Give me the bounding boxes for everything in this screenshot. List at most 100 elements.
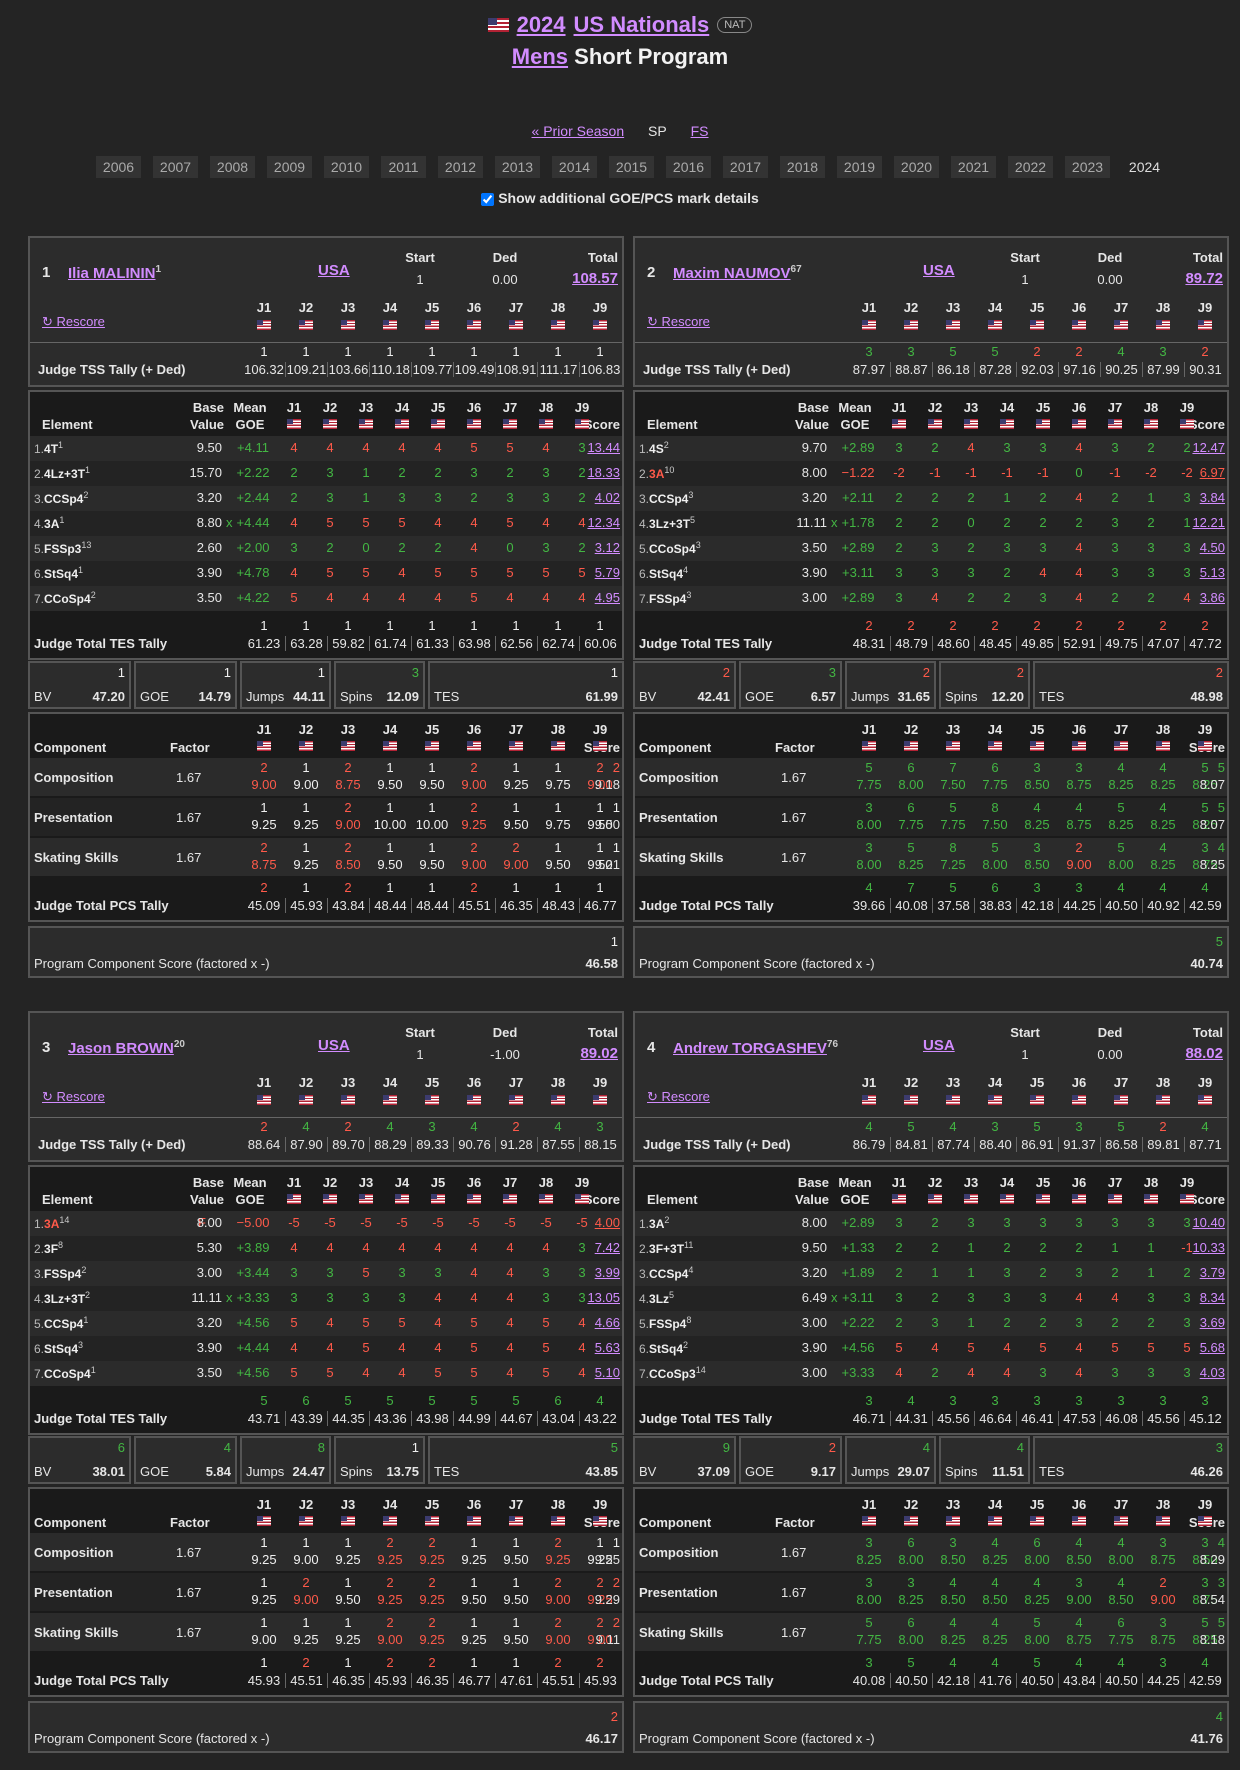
year-tab-2011[interactable]: 2011 <box>381 156 426 178</box>
element-mean-goe: +1.89 <box>841 1265 875 1280</box>
element-score-link[interactable]: 10.33 <box>1192 1240 1225 1255</box>
year-tab-2022[interactable]: 2022 <box>1008 156 1053 178</box>
element-score-link[interactable]: 3.12 <box>594 540 620 555</box>
element-score-link[interactable]: 6.97 <box>1199 465 1225 480</box>
element-score-link[interactable]: 3.69 <box>1199 1315 1225 1330</box>
element-score-link[interactable]: 3.86 <box>1199 590 1225 605</box>
judge-pcs-rank: 1 <box>344 1615 352 1630</box>
element-name: 6.StSq44 <box>639 565 688 581</box>
prior-season-link[interactable]: « Prior Season <box>531 123 625 139</box>
details-toggle: Show additional GOE/PCS mark details <box>0 190 1240 206</box>
element-score-link[interactable]: 5.68 <box>1199 1340 1225 1355</box>
element-score-link[interactable]: 5.79 <box>594 565 620 580</box>
element-score-link[interactable]: 4.95 <box>594 590 620 605</box>
pcs-tally-value: 45.51 <box>453 898 495 913</box>
element-score-link[interactable]: 5.63 <box>594 1340 620 1355</box>
rescore-link[interactable]: ↻ Rescore <box>647 314 710 329</box>
element-score-link[interactable]: 3.99 <box>594 1265 620 1280</box>
year-tab-2010[interactable]: 2010 <box>324 156 369 178</box>
element-name: 2.4Lz+3T1 <box>34 465 90 481</box>
element-score-link[interactable]: 13.44 <box>587 440 620 455</box>
year-tab-2016[interactable]: 2016 <box>666 156 711 178</box>
year-tab-2014[interactable]: 2014 <box>552 156 597 178</box>
goe-box-value: 14.79 <box>198 689 231 704</box>
element-score: 4.95 <box>570 590 620 605</box>
element-score-link[interactable]: 4.03 <box>1199 1365 1225 1380</box>
element-score-link[interactable]: 4.02 <box>594 490 620 505</box>
element-score-link[interactable]: 8.34 <box>1199 1290 1225 1305</box>
pcs-tally-value: 41.76 <box>974 1673 1016 1688</box>
rescore-link[interactable]: ↻ Rescore <box>42 314 105 329</box>
skater-name-link[interactable]: Maxim NAUMOV <box>673 265 791 282</box>
total-score-link[interactable]: 88.02 <box>1185 1045 1223 1062</box>
nation-link[interactable]: USA <box>318 1037 350 1054</box>
event-link[interactable]: US Nationals <box>573 12 710 37</box>
element-score-link[interactable]: 3.84 <box>1199 490 1225 505</box>
total-value: 89.02 <box>530 1045 618 1062</box>
skater-name-link[interactable]: Ilia MALININ <box>68 265 156 282</box>
skater-name-link[interactable]: Andrew TORGASHEV <box>673 1040 827 1057</box>
element-score-link[interactable]: 4.00 <box>594 1215 620 1230</box>
judge-goe: 3 <box>895 1215 903 1230</box>
element-score-link[interactable]: 12.47 <box>1192 440 1225 455</box>
element-row: 5.CCoSp43 3.50 +2.89 2 3 2 3 3 4 3 3 3 4.50 <box>635 536 1227 561</box>
element-rank: 2 <box>81 1265 87 1275</box>
year-tab-2023[interactable]: 2023 <box>1065 156 1110 178</box>
judge-pcs-rank: 1 <box>512 1535 520 1550</box>
year-tab-2006[interactable]: 2006 <box>96 156 141 178</box>
year-tab-2013[interactable]: 2013 <box>495 156 540 178</box>
rescore-link[interactable]: ↻ Rescore <box>42 1089 105 1104</box>
element-score-link[interactable]: 10.40 <box>1192 1215 1225 1230</box>
tes-tally-rank: 6 <box>554 1393 562 1408</box>
year-tab-2008[interactable]: 2008 <box>210 156 255 178</box>
year-tab-2018[interactable]: 2018 <box>780 156 825 178</box>
year-tab-2024[interactable]: 2024 <box>1128 159 1161 175</box>
element-rank: 3 <box>695 540 701 550</box>
details-checkbox[interactable] <box>481 192 495 206</box>
element-score-link[interactable]: 13.05 <box>587 1290 620 1305</box>
nation-link[interactable]: USA <box>923 1037 955 1054</box>
judge-pcs-rank: 1 <box>596 840 604 855</box>
skater-name-link[interactable]: Jason BROWN <box>68 1040 174 1057</box>
element-score-link[interactable]: 4.50 <box>1199 540 1225 555</box>
total-score-link[interactable]: 89.02 <box>580 1045 618 1062</box>
element-score-link[interactable]: 4.66 <box>594 1315 620 1330</box>
year-tab-2007[interactable]: 2007 <box>153 156 198 178</box>
judge-goe: 2 <box>1039 515 1047 530</box>
judge-label: J7 <box>1107 400 1123 415</box>
season-link[interactable]: 2024 <box>516 12 566 37</box>
element-score-link[interactable]: 18.33 <box>587 465 620 480</box>
category-link[interactable]: Mens <box>511 44 569 69</box>
year-tab-2009[interactable]: 2009 <box>267 156 312 178</box>
judge-goe: 3 <box>1183 1215 1191 1230</box>
year-tab-2017[interactable]: 2017 <box>723 156 768 178</box>
judge-pcs-rank: 5 <box>1201 1615 1209 1630</box>
element-score-link[interactable]: 7.42 <box>594 1240 620 1255</box>
pcs-tally-rank: 4 <box>1117 880 1125 895</box>
element-score-link[interactable]: 12.34 <box>587 515 620 530</box>
element-base-value: 8.00 <box>801 465 827 480</box>
year-tab-2015[interactable]: 2015 <box>609 156 654 178</box>
element-score-link[interactable]: 5.10 <box>594 1365 620 1380</box>
tes-tally-rank: 2 <box>949 618 957 633</box>
total-score-link[interactable]: 89.72 <box>1185 270 1223 287</box>
year-tab-2019[interactable]: 2019 <box>837 156 882 178</box>
element-score-link[interactable]: 12.21 <box>1192 515 1225 530</box>
year-tab-2021[interactable]: 2021 <box>951 156 996 178</box>
bv-box: 1 BV 47.20 <box>28 661 131 709</box>
element-label: Element <box>647 417 698 432</box>
component-factor: 1.67 <box>781 1545 807 1560</box>
rescore-link[interactable]: ↻ Rescore <box>647 1089 710 1104</box>
judge-label: J3 <box>945 1497 961 1512</box>
element-score-link[interactable]: 5.13 <box>1199 565 1225 580</box>
segment-fs-link[interactable]: FS <box>690 123 709 139</box>
element-score: 5.63 <box>570 1340 620 1355</box>
nation-link[interactable]: USA <box>318 262 350 279</box>
total-score-link[interactable]: 108.57 <box>572 270 618 287</box>
nation-link[interactable]: USA <box>923 262 955 279</box>
judge-label: J6 <box>466 1075 482 1090</box>
judge-goe: 3 <box>290 1265 298 1280</box>
year-tab-2020[interactable]: 2020 <box>894 156 939 178</box>
year-tab-2012[interactable]: 2012 <box>438 156 483 178</box>
element-score-link[interactable]: 3.79 <box>1199 1265 1225 1280</box>
